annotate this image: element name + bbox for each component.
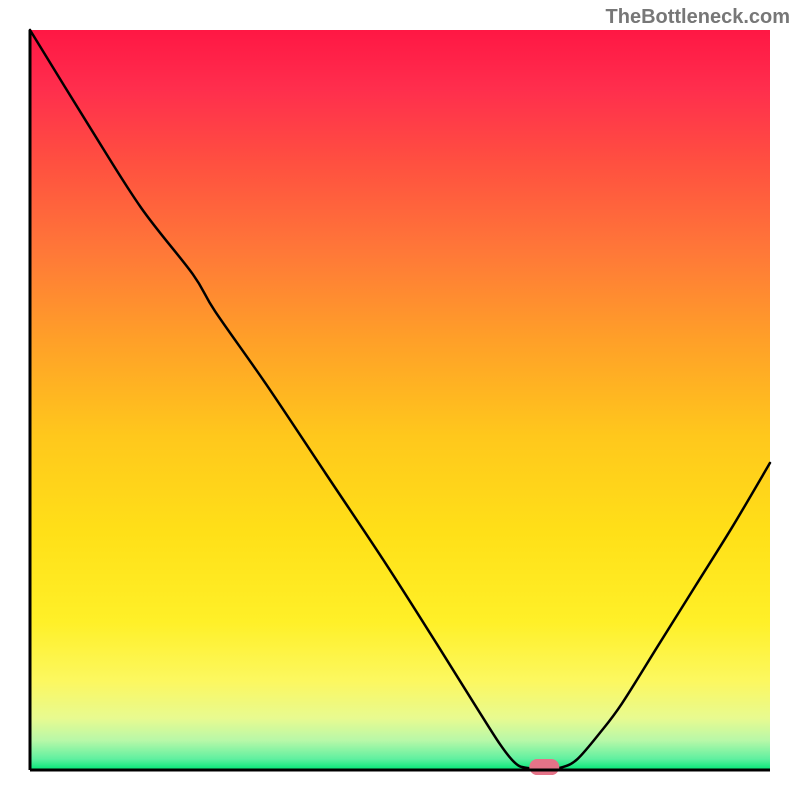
plot-background [30, 30, 770, 770]
optimum-marker [529, 759, 559, 775]
bottleneck-chart: TheBottleneck.com [0, 0, 800, 800]
watermark-text: TheBottleneck.com [606, 6, 790, 29]
chart-svg [0, 0, 800, 800]
